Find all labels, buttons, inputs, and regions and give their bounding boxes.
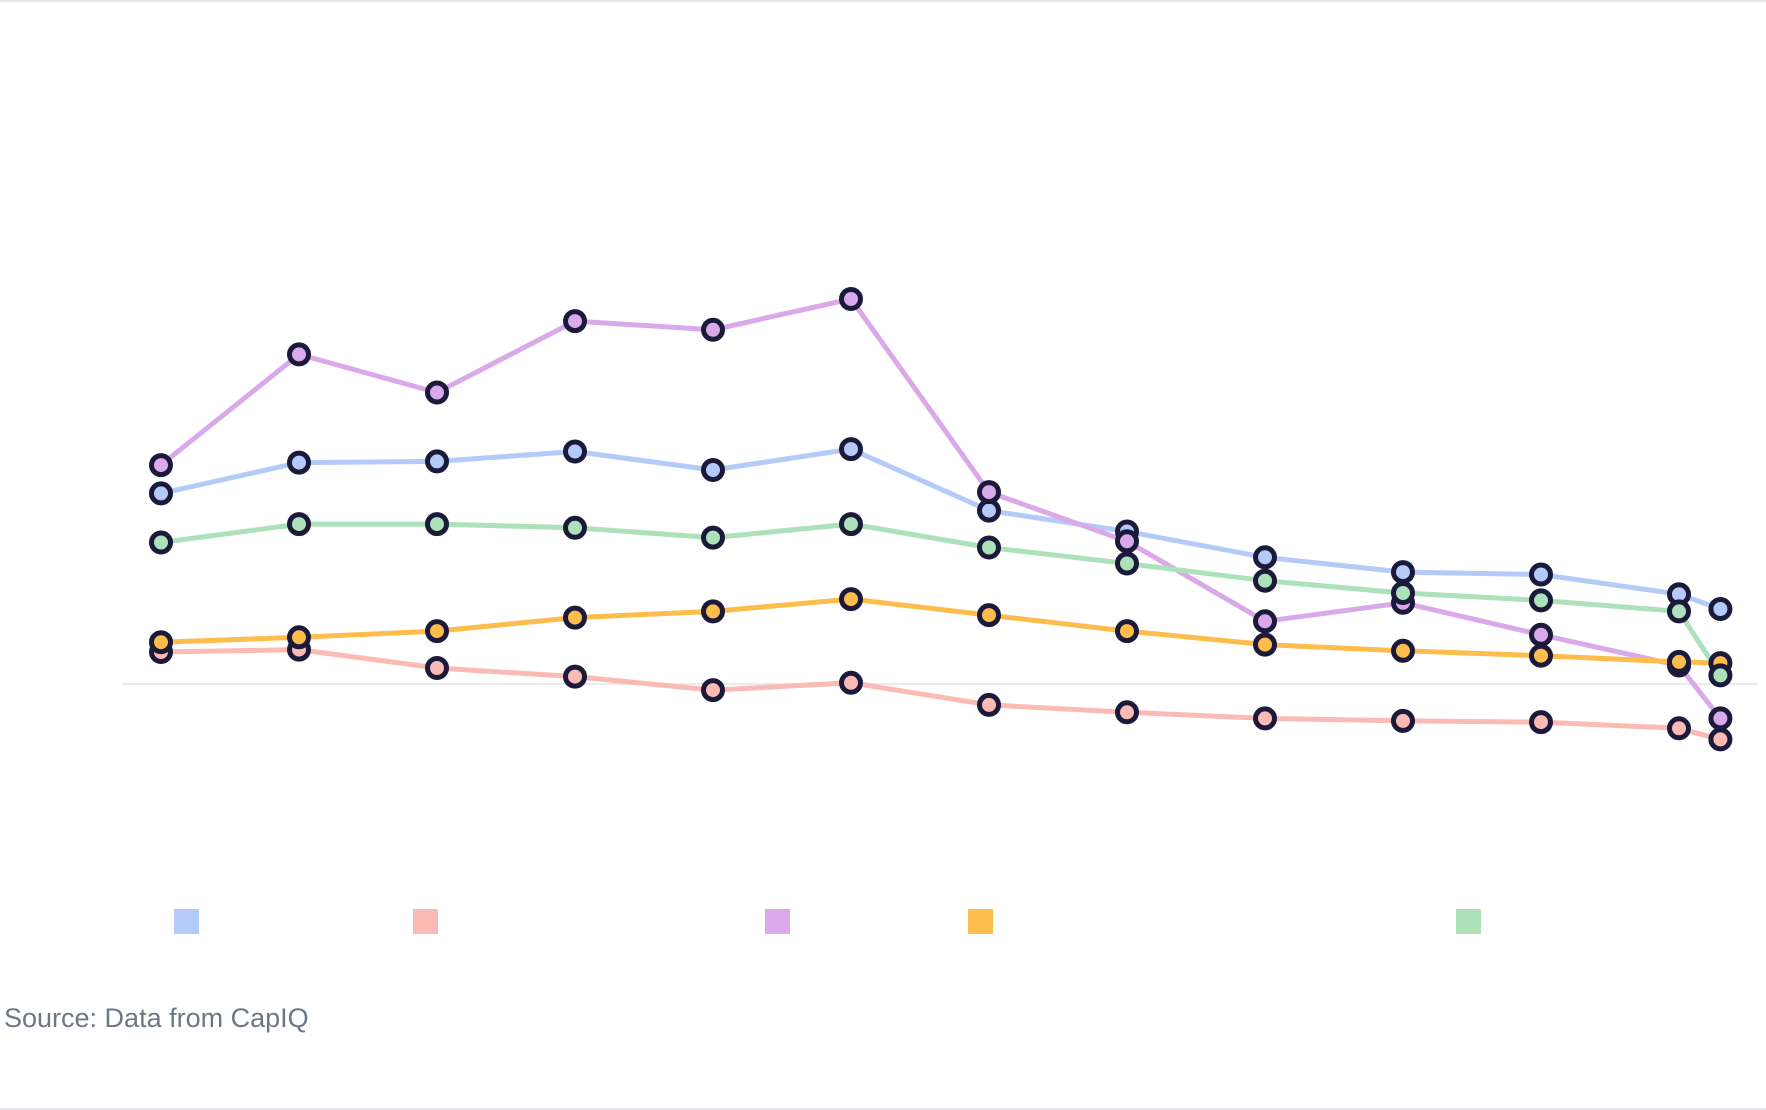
data-point-s4-1	[149, 630, 173, 655]
data-point-s5-7	[977, 535, 1001, 560]
legend	[174, 909, 1481, 934]
data-point-s4-6	[839, 587, 863, 612]
data-point-s1-11	[1529, 562, 1553, 587]
data-point-s4-8	[1115, 619, 1139, 644]
data-point-s2-4	[563, 664, 587, 689]
data-point-s5-1	[149, 530, 173, 555]
data-point-s1-5	[701, 458, 725, 482]
data-point-s2-6	[839, 670, 863, 695]
legend-swatch-2	[413, 909, 438, 934]
data-point-s4-2	[287, 625, 311, 650]
series-layer	[149, 287, 1733, 752]
data-point-s1-2	[287, 450, 311, 475]
data-point-s4-12	[1667, 649, 1691, 674]
data-point-s3-1	[149, 453, 173, 478]
legend-swatch-4	[968, 909, 993, 934]
series-line-2	[160, 647, 1722, 742]
data-point-s4-3	[425, 619, 449, 644]
data-point-s2-12	[1667, 716, 1691, 741]
data-point-s1-3	[425, 449, 449, 474]
data-point-s4-5	[701, 599, 725, 624]
data-point-s5-12	[1667, 599, 1691, 624]
data-point-s4-11	[1529, 643, 1553, 668]
legend-swatch-1	[174, 909, 199, 934]
bottom-border	[0, 1108, 1766, 1110]
data-point-s2-8	[1115, 700, 1139, 725]
data-point-s5-3	[425, 512, 449, 537]
data-point-s5-13	[1708, 663, 1733, 688]
data-point-s2-3	[425, 656, 449, 680]
series-line-1	[160, 446, 1722, 612]
legend-swatch-3	[765, 909, 790, 934]
data-point-s3-6	[839, 287, 863, 311]
data-point-s3-3	[425, 380, 449, 405]
data-point-s5-10	[1391, 581, 1415, 605]
data-point-s2-7	[977, 692, 1001, 717]
data-point-s4-9	[1253, 632, 1277, 657]
data-point-s5-11	[1529, 588, 1553, 613]
top-border	[0, 0, 1766, 2]
data-point-s5-8	[1115, 551, 1139, 576]
data-point-s5-4	[563, 515, 587, 540]
data-point-s3-9	[1253, 609, 1277, 634]
legend-swatch-5	[1456, 909, 1481, 934]
line-chart	[122, 287, 1758, 934]
data-point-s5-5	[701, 525, 725, 550]
data-point-s3-5	[701, 317, 725, 342]
data-point-s1-10	[1391, 560, 1415, 585]
data-point-s3-13	[1708, 706, 1733, 731]
data-point-s4-10	[1391, 638, 1415, 663]
data-point-s1-13	[1708, 597, 1733, 621]
data-point-s2-13	[1708, 727, 1733, 752]
data-point-s5-9	[1253, 568, 1277, 593]
data-point-s1-4	[563, 439, 587, 464]
data-point-s1-6	[839, 437, 863, 462]
data-point-s3-4	[563, 309, 587, 334]
data-point-s1-1	[149, 481, 173, 506]
data-point-s3-11	[1529, 622, 1553, 647]
data-point-s2-5	[701, 678, 725, 703]
data-point-s1-9	[1253, 545, 1277, 570]
data-point-s3-2	[287, 342, 311, 367]
data-point-s2-9	[1253, 706, 1277, 731]
data-point-s2-11	[1529, 710, 1553, 735]
data-point-s5-6	[839, 512, 863, 537]
data-point-s2-10	[1391, 708, 1415, 733]
series-line-4	[160, 596, 1721, 666]
data-point-s3-8	[1115, 529, 1139, 554]
source-note: Source: Data from CapIQ	[4, 1003, 309, 1033]
data-point-s3-7	[977, 480, 1001, 505]
data-point-s4-4	[563, 605, 587, 630]
data-point-s5-2	[287, 512, 311, 537]
data-point-s4-7	[977, 603, 1001, 628]
